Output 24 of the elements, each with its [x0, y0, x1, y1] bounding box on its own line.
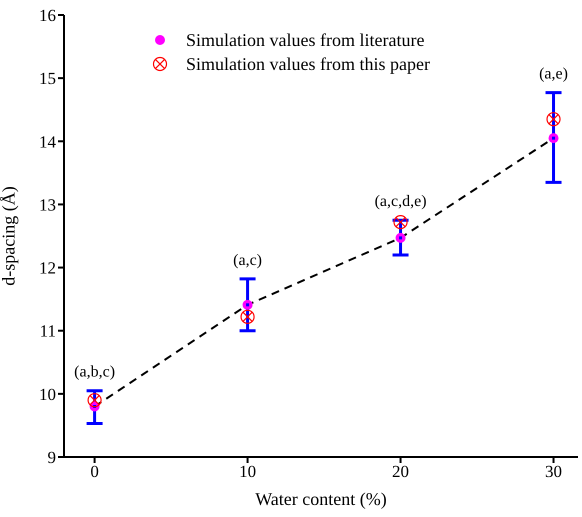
annotation: (a,c) — [233, 252, 262, 269]
legend-label: Simulation values from literature — [186, 30, 424, 50]
annotation: (a,e) — [539, 66, 568, 83]
y-tick-label: 11 — [40, 322, 56, 341]
x-tick-label: 10 — [239, 462, 256, 482]
y-tick-label: 16 — [39, 6, 56, 26]
annotation: (a,b,c) — [74, 364, 116, 381]
point — [87, 393, 102, 408]
y-axis-title: d-spacing (Å) — [0, 186, 18, 286]
x-tick-label: 30 — [545, 462, 562, 482]
y-tick-label: 14 — [39, 132, 56, 152]
y-tick-label: 13 — [39, 195, 56, 214]
legend-label: Simulation values from this paper — [186, 54, 430, 74]
x-axis-title: Water content (%) — [255, 489, 387, 509]
point — [240, 310, 255, 324]
y-tick-label: 9 — [48, 448, 56, 468]
point — [393, 215, 408, 230]
annotation: (a,c,d,e) — [374, 193, 427, 210]
y-tick-label: 15 — [39, 69, 56, 88]
x-tick-label: 0 — [90, 462, 99, 482]
y-tick-label: 12 — [39, 258, 56, 278]
y-tick-label: 10 — [39, 384, 56, 404]
x-tick-label: 20 — [392, 462, 410, 482]
point — [546, 112, 561, 126]
